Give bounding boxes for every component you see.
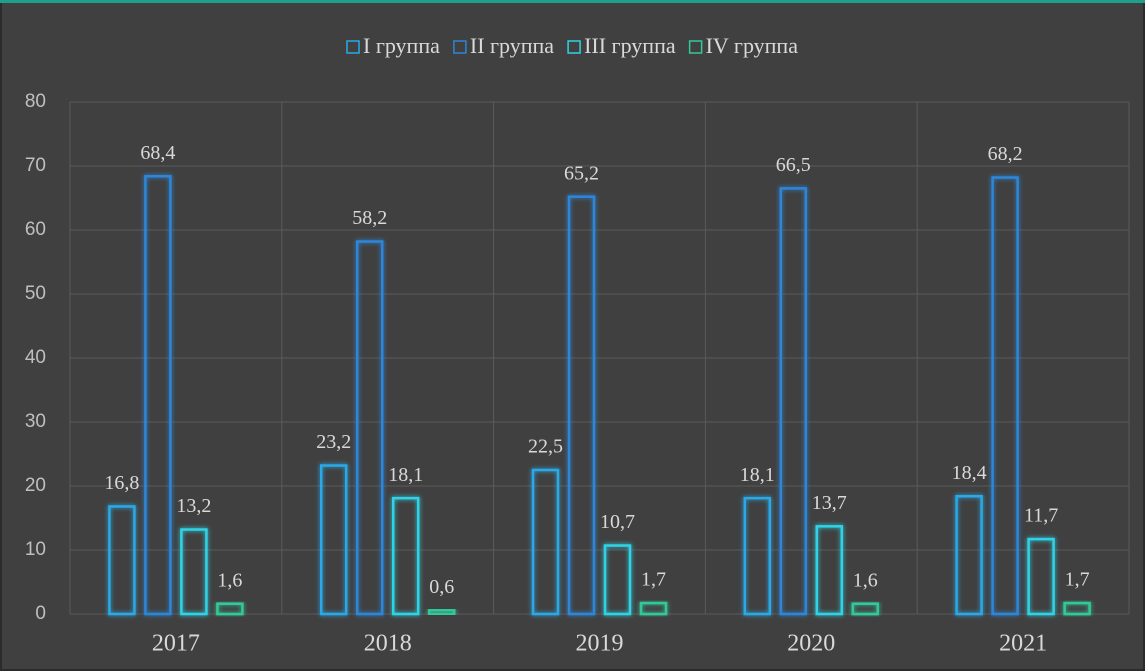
x-tick-label: 2021 xyxy=(999,631,1047,657)
bar xyxy=(1063,601,1091,616)
bar xyxy=(391,496,420,616)
y-tick-label: 10 xyxy=(25,539,46,560)
y-tick-label: 80 xyxy=(25,91,46,112)
legend-swatch xyxy=(567,40,581,54)
y-tick-label: 50 xyxy=(25,283,46,304)
legend-label: IV группа xyxy=(706,33,799,58)
legend-swatch xyxy=(453,40,467,54)
data-label: 13,7 xyxy=(812,492,847,514)
bar xyxy=(108,505,136,616)
data-label: 10,7 xyxy=(600,511,635,533)
bar xyxy=(531,468,560,616)
data-label: 1,6 xyxy=(217,569,242,591)
legend-label: III группа xyxy=(584,33,676,58)
y-tick-label: 40 xyxy=(25,347,46,368)
data-label: 68,2 xyxy=(988,143,1023,165)
bar xyxy=(216,602,244,616)
x-tick-label: 2018 xyxy=(364,631,412,657)
data-label: 18,1 xyxy=(740,464,775,486)
bar xyxy=(815,525,844,616)
bar xyxy=(567,195,596,616)
data-label: 66,5 xyxy=(776,154,811,176)
bar xyxy=(955,494,983,616)
legend-label: I группа xyxy=(363,33,440,58)
bar xyxy=(1027,537,1055,616)
y-tick-label: 60 xyxy=(25,219,46,240)
legend-label: II группа xyxy=(470,33,554,58)
bar xyxy=(144,174,172,616)
y-tick-label: 70 xyxy=(25,155,46,176)
top-border xyxy=(0,0,1145,3)
data-label: 58,2 xyxy=(352,207,387,229)
data-label: 16,8 xyxy=(104,472,139,494)
bar xyxy=(355,240,384,616)
bar xyxy=(427,608,456,616)
data-label: 1,6 xyxy=(853,569,878,591)
bar xyxy=(603,544,632,616)
y-tick-label: 0 xyxy=(35,603,46,624)
data-label: 18,4 xyxy=(952,462,987,484)
legend-swatch xyxy=(688,40,703,54)
bar xyxy=(779,187,808,616)
data-label: 22,5 xyxy=(528,436,563,458)
data-label: 11,7 xyxy=(1024,505,1058,527)
data-label: 68,4 xyxy=(140,142,175,164)
legend-swatch xyxy=(346,40,360,54)
y-tick-label: 30 xyxy=(25,411,46,432)
bar xyxy=(639,601,668,616)
bar xyxy=(851,602,880,616)
data-label: 0,6 xyxy=(429,576,454,598)
data-label: 23,2 xyxy=(316,431,351,453)
bar xyxy=(991,176,1019,616)
data-label: 1,7 xyxy=(641,569,666,591)
bar xyxy=(180,528,208,616)
bar xyxy=(319,464,348,616)
data-label: 18,1 xyxy=(388,464,423,486)
data-label: 1,7 xyxy=(1065,569,1090,591)
x-tick-label: 2017 xyxy=(152,631,200,657)
x-tick-label: 2020 xyxy=(787,631,835,657)
data-label: 65,2 xyxy=(564,162,599,184)
x-tick-label: 2019 xyxy=(576,631,624,657)
y-tick-label: 20 xyxy=(25,475,46,496)
bar xyxy=(743,496,772,616)
data-label: 13,2 xyxy=(176,495,211,517)
